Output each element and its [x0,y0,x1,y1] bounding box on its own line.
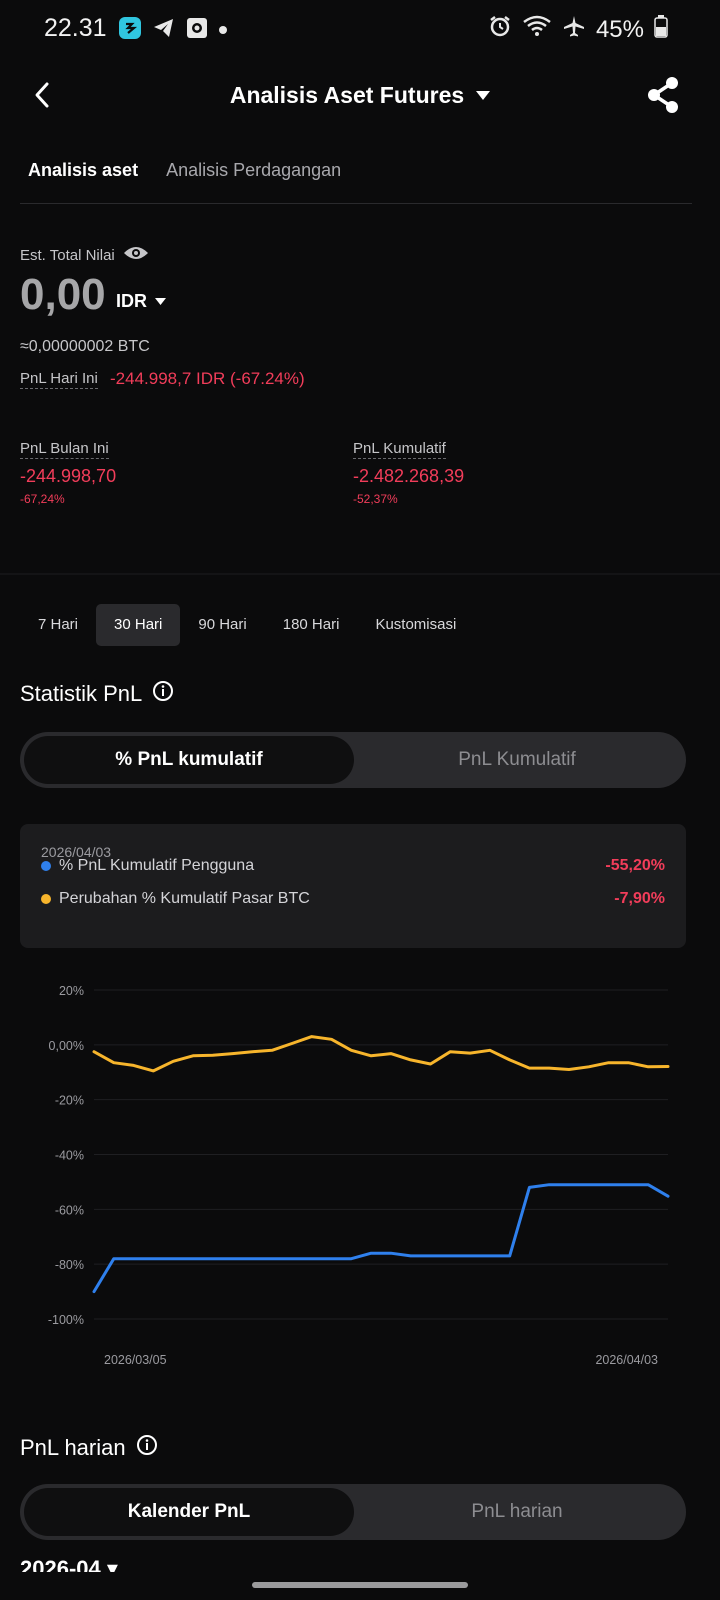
battery-icon [654,14,668,45]
pnl-month-value: -244.998,70 [20,466,117,486]
home-indicator[interactable] [252,1582,468,1588]
camera-app-icon [186,17,208,44]
period-30-hari[interactable]: 30 Hari [96,604,181,646]
currency-selector[interactable]: IDR [116,291,166,312]
battery-text: 45% [595,15,644,43]
statistik-pnl-title: Statistik PnL [20,681,143,706]
series-line-btc-market [92,1035,670,1073]
page-title-text: Analisis Aset Futures [229,82,465,108]
tab-analisis-aset[interactable]: Analisis aset [28,160,139,180]
tooltip-row-btc: Perubahan % Kumulatif Pasar BTC -7,90% [41,890,665,908]
y-tick-label: 0,00% [49,1039,84,1053]
currency-label: IDR [116,291,147,311]
pnl-month-block: PnL Bulan Ini -244.998,70 -67,24% [20,440,116,506]
x-tick-label: 2026/04/03 [595,1353,658,1367]
share-button[interactable] [646,76,680,119]
period-kustomisasi[interactable]: Kustomisasi [375,616,457,633]
y-tick-label: -60% [55,1203,84,1217]
toggle-pct-pnl-kumulatif[interactable]: % PnL kumulatif [24,736,354,784]
est-total-label: Est. Total Nilai [20,244,149,266]
share-icon [648,77,678,113]
est-total-text: Est. Total Nilai [20,246,115,264]
tooltip-btc-label: Perubahan % Kumulatif Pasar BTC [59,890,310,907]
pnl-cumulative-value: -2.482.268,39 [353,466,465,486]
period-7-hari[interactable]: 7 Hari [38,616,79,633]
telegram-icon [152,16,176,45]
info-icon[interactable] [136,1434,158,1462]
daily-mode-toggle: Kalender PnL PnL harian [20,1484,686,1540]
period-180-hari[interactable]: 180 Hari [282,616,340,633]
app-s-icon [118,16,142,45]
toggle-pnl-kumulatif[interactable]: PnL Kumulatif [458,749,576,770]
y-tick-label: 20% [59,984,84,998]
system-status: 45% [488,14,668,45]
wifi-icon [522,14,552,45]
pnl-month-label[interactable]: PnL Bulan Ini [20,440,109,459]
tab-analisis-perdagangan[interactable]: Analisis Perdagangan [166,160,342,180]
info-icon[interactable] [152,680,174,708]
period-90-hari[interactable]: 90 Hari [198,616,247,633]
tooltip-row-user: % PnL Kumulatif Pengguna -55,20% [41,857,665,875]
chart-tooltip: 2026/04/03 % PnL Kumulatif Pengguna -55,… [20,824,686,948]
total-value: 0,00 [20,270,106,319]
pnl-today-value: -244.998,7 IDR (-67.24%) [110,369,305,388]
eye-icon[interactable] [123,244,149,266]
pnl-harian-title: PnL harian [20,1435,126,1460]
back-button[interactable] [28,78,58,112]
y-tick-label: -40% [55,1149,84,1163]
period-selector: 7 Hari 30 Hari 90 Hari 180 Hari Kustomis… [20,604,474,646]
pnl-cumulative-block: PnL Kumulatif -2.482.268,39 -52,37% [353,440,464,506]
pnl-cumulative-label[interactable]: PnL Kumulatif [353,440,446,459]
blue-dot-icon [41,861,51,871]
tabs-divider [20,203,692,204]
pnl-harian-heading: PnL harian [20,1434,158,1462]
tooltip-user-label: % PnL Kumulatif Pengguna [59,857,255,874]
caret-down-icon [476,90,491,100]
tooltip-date: 2026/04/03 [41,844,112,860]
pnl-mode-toggle: % PnL kumulatif PnL Kumulatif [20,732,686,788]
month-selector[interactable]: 2026-04 ▾ [20,1556,118,1572]
btc-equivalent: ≈0,00000002 BTC [20,338,150,355]
caret-down-icon [155,297,166,305]
yellow-dot-icon [41,894,51,904]
section-divider [0,573,720,575]
y-tick-label: -20% [55,1094,84,1108]
tooltip-btc-value: -7,90% [614,890,665,907]
status-time: 22.31 [44,14,107,42]
pnl-cumulative-pct: -52,37% [353,492,398,506]
airplane-icon [562,14,586,45]
pnl-month-pct: -67,24% [20,492,65,506]
statistik-pnl-heading: Statistik PnL [20,680,174,708]
notification-icons [118,16,228,45]
pnl-line-chart[interactable]: 20% 0,00% -20% -40% -60% -80% -100% 2026/03/05 2… [0,970,720,1370]
dot-icon [218,22,228,40]
page-title[interactable]: Analisis Aset Futures [0,82,720,109]
pnl-today-label[interactable]: PnL Hari Ini [20,370,98,389]
x-tick-label: 2026/03/05 [104,1353,167,1367]
alarm-icon [488,14,512,45]
series-line-user-pnl [92,1183,670,1294]
y-tick-label: -100% [48,1313,84,1327]
analysis-tabs: Analisis aset Analisis Perdagangan [28,160,341,181]
chevron-left-icon [35,82,49,108]
toggle-pnl-harian[interactable]: PnL harian [471,1501,563,1522]
toggle-kalender-pnl[interactable]: Kalender PnL [24,1488,354,1536]
y-tick-label: -80% [55,1258,84,1272]
tooltip-user-value: -55,20% [605,857,665,874]
